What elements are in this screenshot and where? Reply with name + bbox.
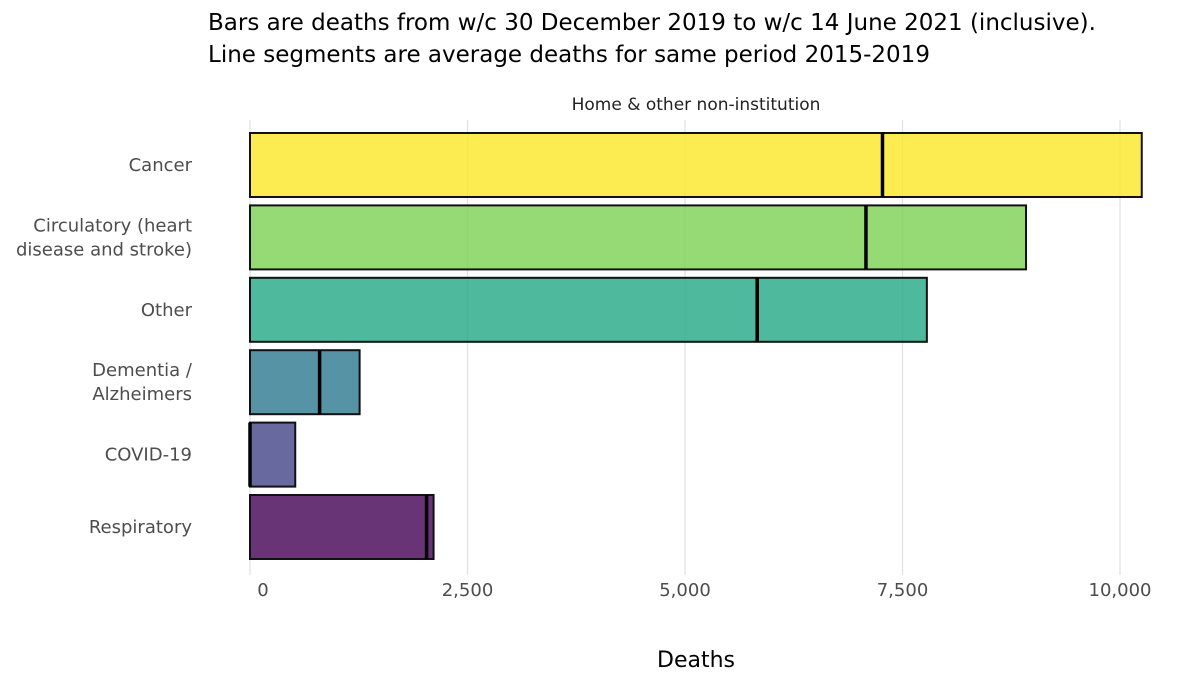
- x-tick-label: 7,500: [877, 580, 929, 601]
- x-axis-label: Deaths: [657, 648, 735, 673]
- bar: [249, 204, 1028, 271]
- x-tick-labels: 0 2,500 5,000 7,500 10,000: [257, 580, 1151, 601]
- chart-title-line-2: Line segments are average deaths for sam…: [208, 42, 930, 68]
- average-segments: [248, 133, 885, 559]
- category-label: Dementia /: [92, 360, 193, 381]
- bars: [249, 132, 1143, 560]
- x-tick-label: 10,000: [1089, 580, 1152, 601]
- category-label: Cancer: [129, 155, 193, 176]
- x-tick-label: 5,000: [659, 580, 711, 601]
- category-label: Circulatory (heart: [33, 215, 192, 236]
- bar: [249, 132, 1143, 198]
- category-label: COVID-19: [105, 445, 192, 466]
- x-tick-label: 2,500: [442, 580, 494, 601]
- facet-label: Home & other non-institution: [572, 95, 821, 115]
- bar: [249, 349, 361, 416]
- category-label: Respiratory: [89, 517, 192, 538]
- category-label: Other: [141, 300, 193, 321]
- category-label: Alzheimers: [92, 384, 192, 405]
- chart-title-line-1: Bars are deaths from w/c 30 December 201…: [208, 10, 1096, 36]
- category-labels: Cancer Circulatory (heart disease and stro…: [16, 155, 193, 538]
- bar: [249, 421, 297, 488]
- category-label: disease and stroke): [16, 239, 192, 260]
- bar: [249, 494, 435, 560]
- x-tick-label: 0: [257, 580, 268, 601]
- bar: [249, 276, 928, 343]
